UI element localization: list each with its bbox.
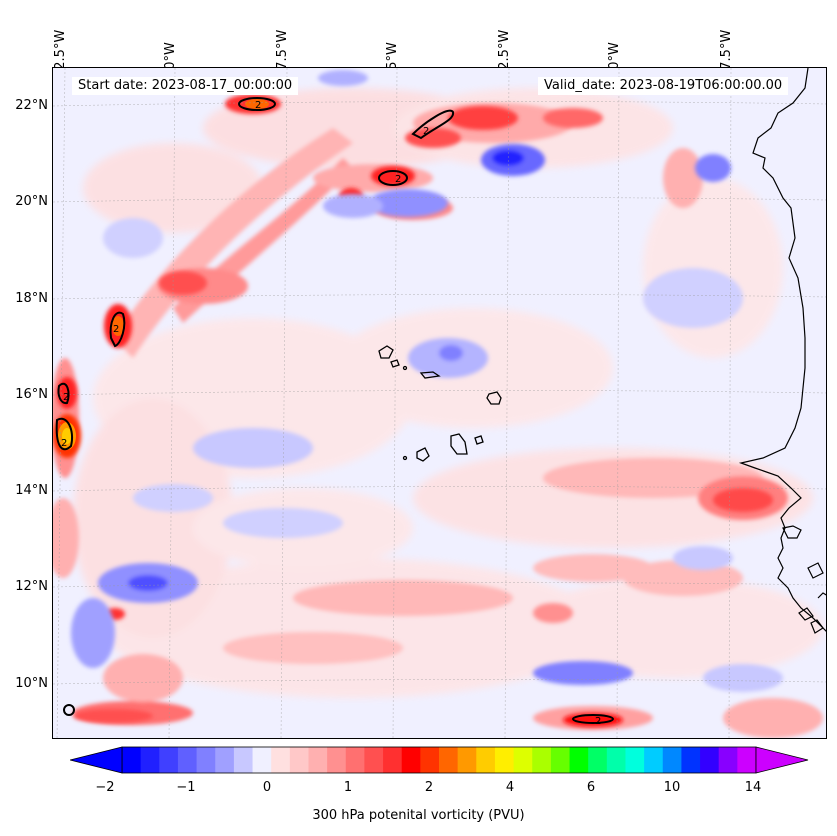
contour-label: 2 xyxy=(255,100,261,111)
colorbar-tick: 6 xyxy=(586,780,596,795)
colorbar-cell xyxy=(439,747,459,773)
colorbar-cell xyxy=(140,747,160,773)
colorbar-tick: 2 xyxy=(424,780,434,795)
colorbar-cell xyxy=(718,747,738,773)
contour-label: 2 xyxy=(423,126,429,137)
colorbar-cell xyxy=(532,747,552,773)
cape-verde-islands xyxy=(378,345,502,462)
colorbar-cell xyxy=(252,747,272,773)
colorbar-cell xyxy=(233,747,254,773)
colorbar-max-extension xyxy=(755,746,809,774)
colorbar-min-extension xyxy=(70,746,123,774)
colorbar-cell xyxy=(345,747,365,773)
lat-label: 12°N xyxy=(15,579,48,594)
colorbar-cell xyxy=(122,747,142,773)
colorbar-cell xyxy=(625,747,645,773)
contour-label: 2 xyxy=(395,174,401,185)
colorbar-cell xyxy=(644,747,664,773)
colorbar-cell xyxy=(271,747,291,773)
contour-labels: 2 2 2 2 2 2 2 xyxy=(61,100,601,727)
colorbar-cell xyxy=(662,747,682,773)
colorbar-cell xyxy=(588,747,608,773)
contour-label: 2 xyxy=(595,716,601,727)
colorbar-tick: −2 xyxy=(95,780,115,795)
colorbar-tick: 0 xyxy=(262,780,272,795)
pv-field: 2 2 2 2 2 2 2 xyxy=(53,68,826,738)
colorbar-cell xyxy=(737,747,757,773)
lat-label: 18°N xyxy=(15,291,48,306)
colorbar-cell xyxy=(457,747,477,773)
lat-label: 16°N xyxy=(15,387,48,402)
contour-label: 2 xyxy=(113,324,119,335)
colorbar-cell xyxy=(364,747,384,773)
colorbar-tick: 1 xyxy=(343,780,353,795)
colorbar-cell xyxy=(513,747,533,773)
colorbar-cell xyxy=(177,747,198,773)
map-panel: 2 2 2 2 2 2 2 xyxy=(52,67,827,739)
contour-label: 2 xyxy=(61,438,67,449)
colorbar-tick: 4 xyxy=(505,780,515,795)
colorbar-cell xyxy=(159,747,179,773)
valid-date-label: Valid_date: 2023-08-19T06:00:00.00 xyxy=(538,77,789,95)
colorbar-cell xyxy=(606,747,626,773)
colorbar-cell xyxy=(289,747,309,773)
colorbar-cell xyxy=(308,747,328,773)
colorbar-cell xyxy=(196,747,216,773)
colorbar-tick: 14 xyxy=(744,780,762,795)
gridlines xyxy=(53,68,826,738)
colorbar-cell xyxy=(700,747,720,773)
african-coastline xyxy=(738,68,826,634)
colorbar-cell xyxy=(550,747,571,773)
lat-label: 22°N xyxy=(15,98,48,113)
lat-label: 10°N xyxy=(15,676,48,691)
colorbar-cell xyxy=(476,747,496,773)
colorbar-cell xyxy=(494,747,515,773)
contour-2pvu xyxy=(55,97,614,724)
colorbar-cell xyxy=(569,747,589,773)
colorbar-tick: −1 xyxy=(176,780,196,795)
start-date-label: Start date: 2023-08-17_00:00:00 xyxy=(72,77,299,95)
colorbar-label: 300 hPa potenital vorticity (PVU) xyxy=(312,808,525,823)
colorbar-cell xyxy=(215,747,235,773)
colorbar-tick: 10 xyxy=(663,780,681,795)
colorbar-cell xyxy=(327,747,347,773)
colorbar-cell xyxy=(420,747,440,773)
lat-label: 20°N xyxy=(15,194,48,209)
negative-pv-patches xyxy=(71,70,783,692)
contour-label: 2 xyxy=(63,392,69,403)
colorbar-cell xyxy=(681,747,701,773)
lat-label: 14°N xyxy=(15,483,48,498)
colorbar-cell xyxy=(401,747,421,773)
colorbar xyxy=(70,746,809,774)
colorbar-cell xyxy=(383,747,403,773)
